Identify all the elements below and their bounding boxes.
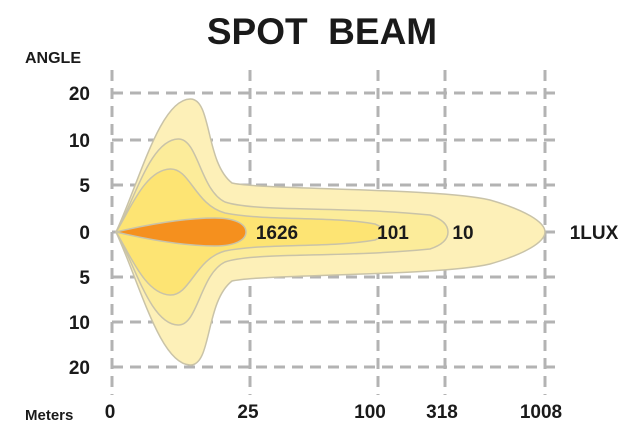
y-tick-label: 0 xyxy=(79,223,90,244)
y-tick-label: 20 xyxy=(69,358,90,379)
lux-labels: 1LUX 10 101 1626 xyxy=(256,223,619,244)
y-tick-label: 20 xyxy=(69,84,90,105)
y-tick-label: 10 xyxy=(69,131,90,152)
y-tick-label: 5 xyxy=(79,176,90,197)
beam-contour-1626lux xyxy=(115,217,247,247)
x-tick-label: 318 xyxy=(426,402,458,423)
lux-label: 101 xyxy=(377,223,409,244)
y-tick-labels: 20 10 5 0 5 10 20 xyxy=(69,84,91,379)
lux-label: 1LUX xyxy=(570,223,619,244)
x-tick-label: 1008 xyxy=(520,402,562,423)
lux-label: 1626 xyxy=(256,223,298,244)
y-tick-label: 5 xyxy=(79,268,90,289)
beam-pattern xyxy=(115,98,546,366)
beam-contour-101lux xyxy=(115,168,385,296)
y-tick-label: 10 xyxy=(69,313,90,334)
lux-label: 10 xyxy=(452,223,473,244)
x-tick-labels: 0 25 100 318 1008 xyxy=(105,402,562,423)
x-axis-label: Meters xyxy=(25,407,73,424)
x-tick-label: 100 xyxy=(354,402,386,423)
chart-title: SPOT BEAM xyxy=(207,11,437,52)
y-axis-label: ANGLE xyxy=(25,50,81,67)
x-tick-label: 25 xyxy=(237,402,259,423)
x-tick-label: 0 xyxy=(105,402,116,423)
